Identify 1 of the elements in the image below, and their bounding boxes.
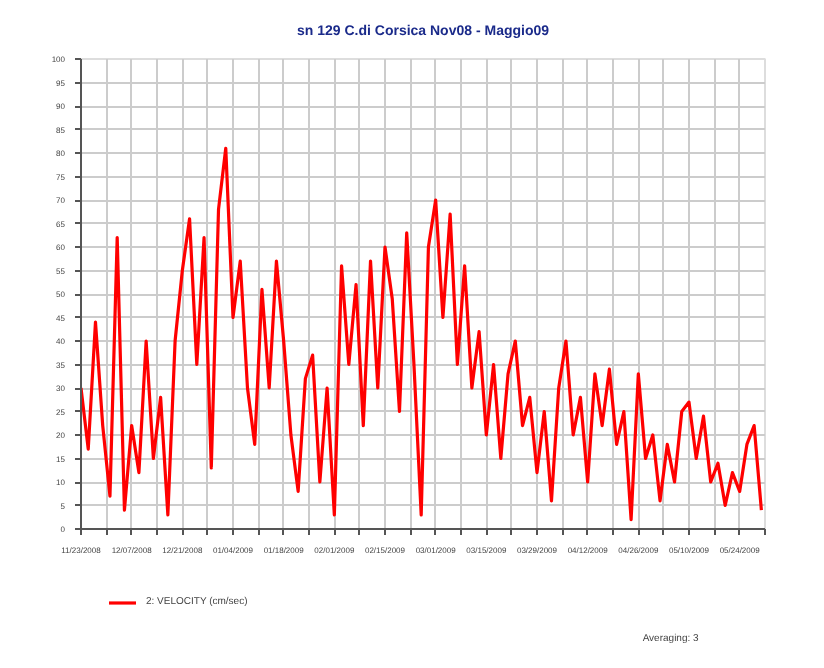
line-series	[81, 146, 763, 522]
